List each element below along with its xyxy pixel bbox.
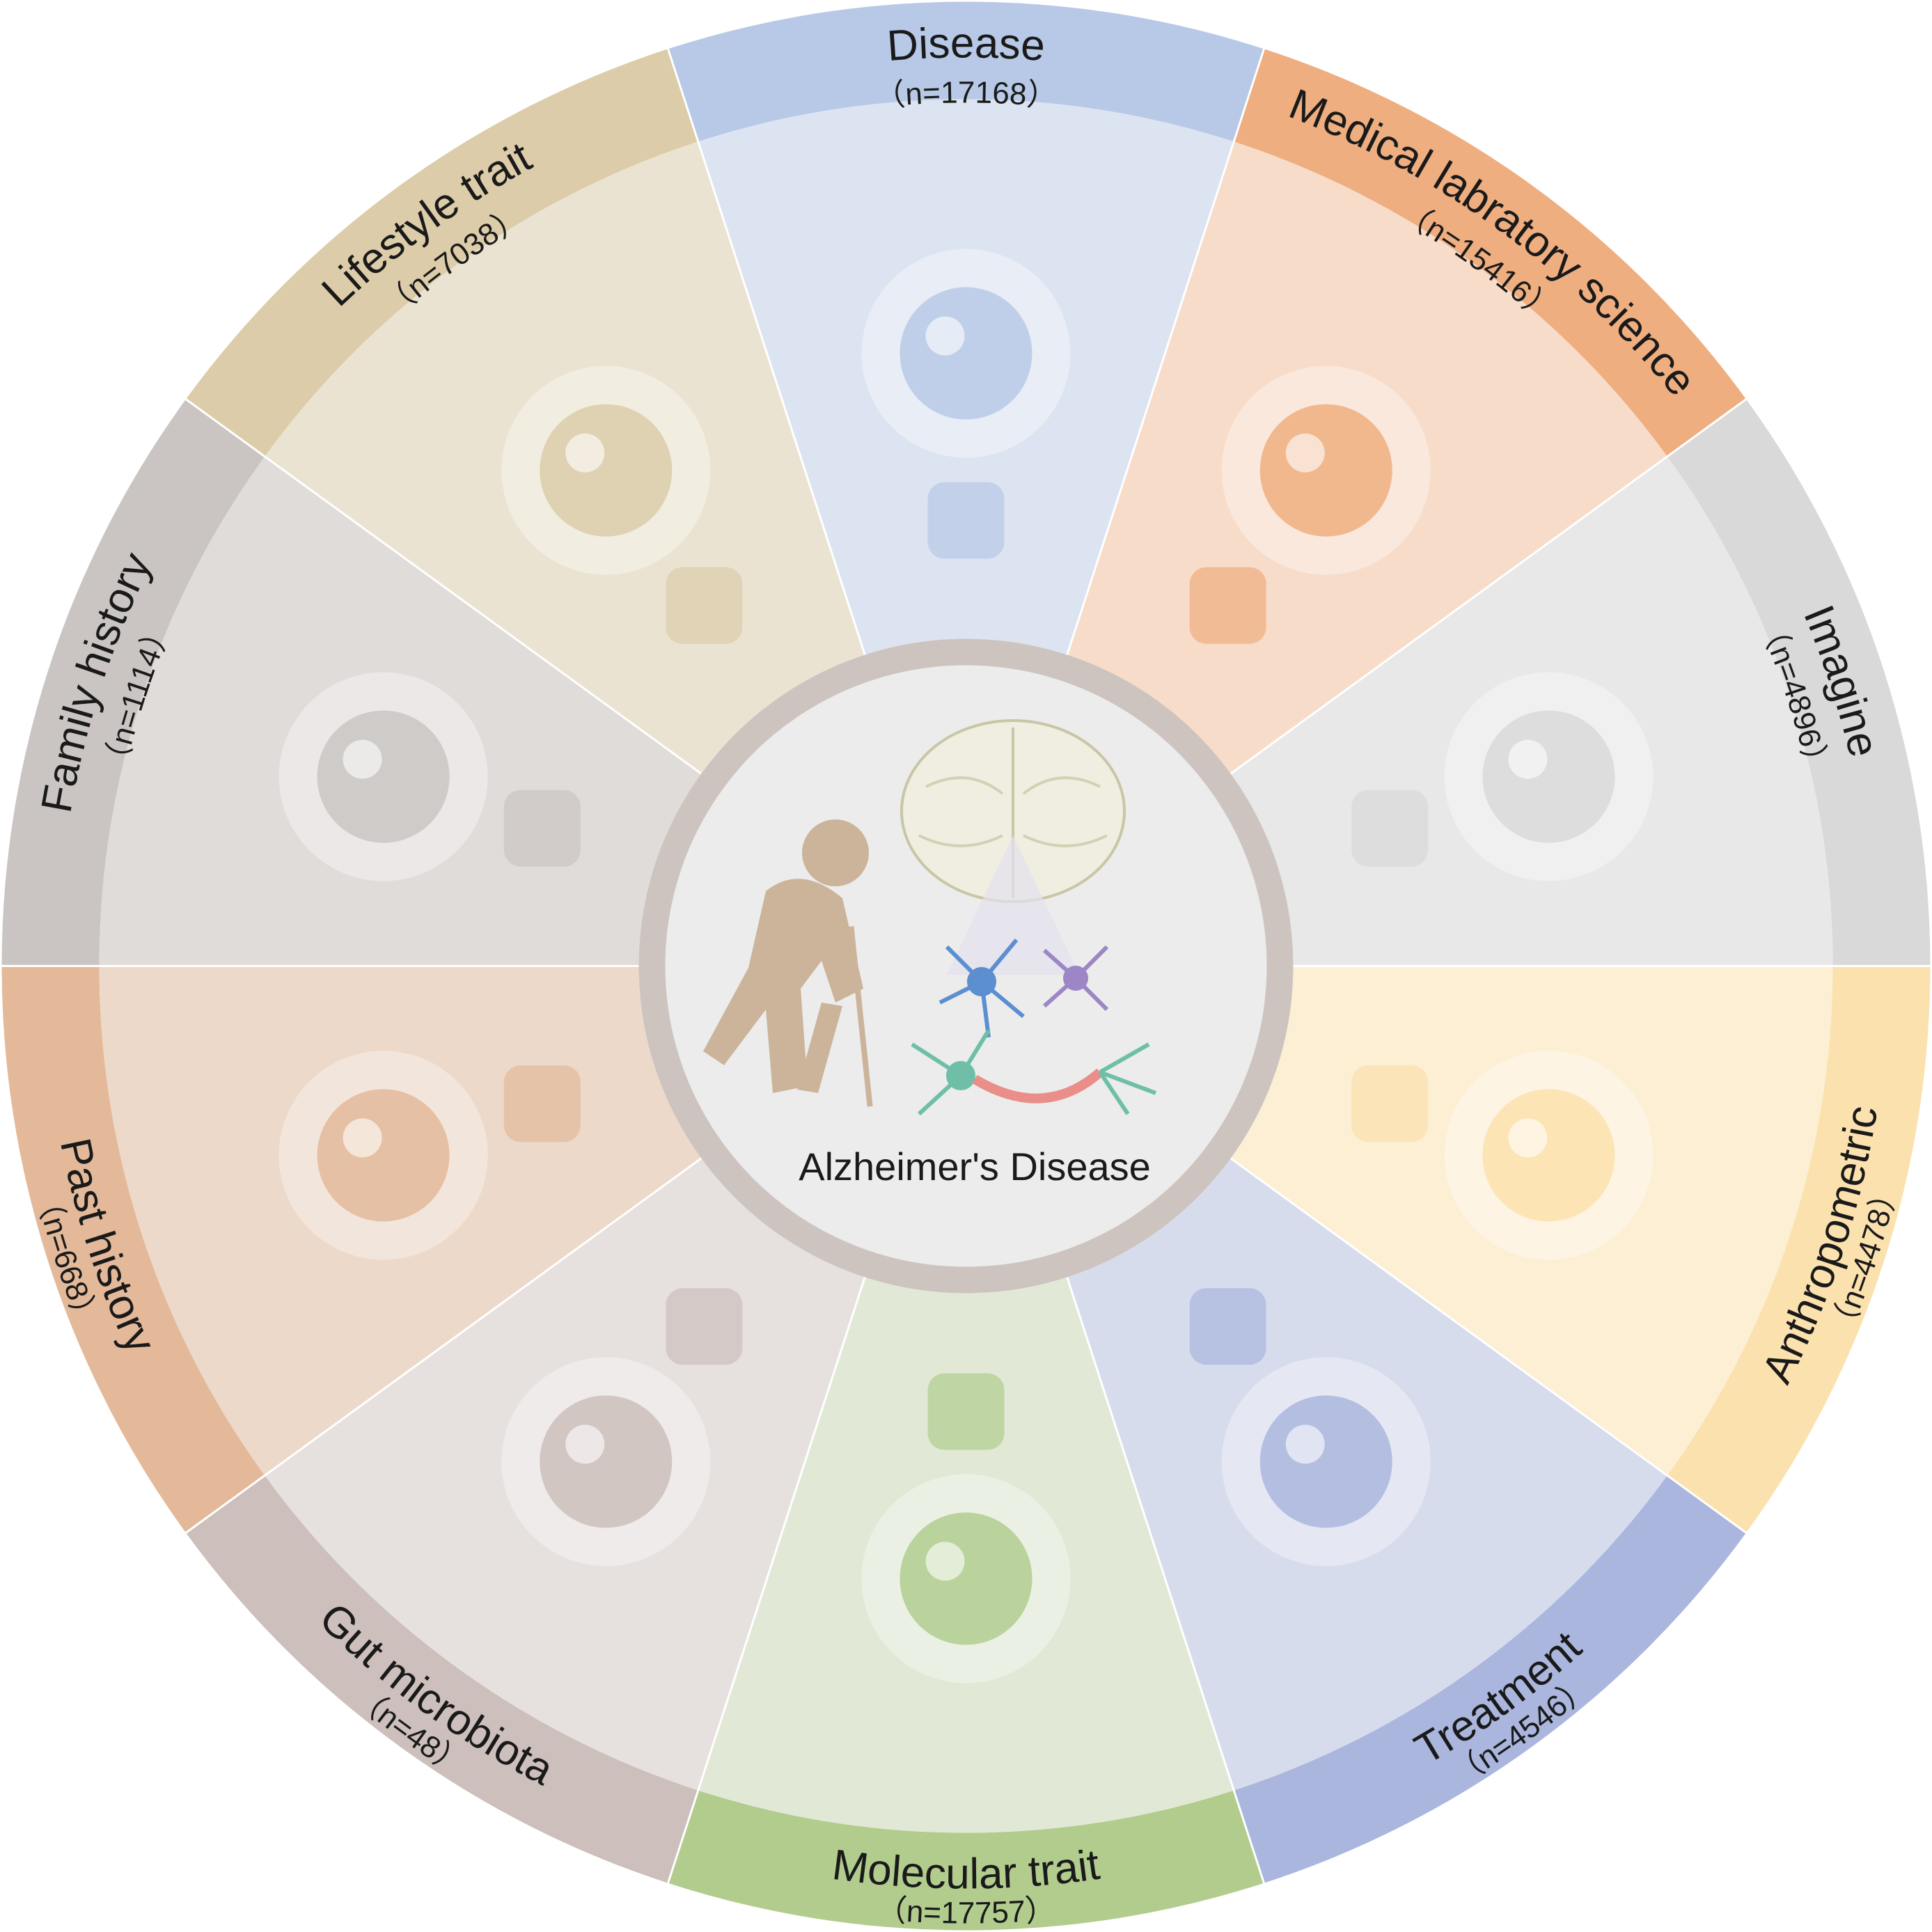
segment-title: Disease [886, 19, 1047, 70]
segment-divider [182, 1157, 702, 1536]
segment-band [186, 1475, 698, 1883]
elderly-person-icon [703, 819, 873, 1107]
bacteria-dish-icon [501, 1357, 711, 1566]
segment-divider [666, 45, 866, 655]
spirometer-icon [1351, 1065, 1429, 1142]
medical-record-icon [503, 1065, 581, 1142]
family-icon [278, 672, 488, 881]
segment-title: Molecular trait [830, 1841, 1103, 1899]
intestine-icon [927, 482, 1005, 559]
segment-divider [1230, 1157, 1750, 1536]
brain-icon [1444, 672, 1654, 881]
segment-band [1234, 49, 1746, 457]
segment-count: （n=17757） [875, 1892, 1058, 1931]
segment-count: （n=17168） [873, 75, 1059, 114]
segment-band [1, 399, 265, 966]
lab-analyzer-icon [1189, 567, 1266, 644]
segment-band [668, 1790, 1264, 1931]
center-label: Alzheimer's Disease [799, 1145, 1151, 1188]
segment-divider [1066, 1277, 1266, 1887]
medicine-box-icon [1189, 1288, 1266, 1365]
patient-pain-icon [278, 1051, 488, 1260]
segment-illustrations [278, 249, 1654, 1683]
teaching-icon [501, 366, 711, 575]
segment-separators [0, 45, 1932, 1887]
lungs-icon [861, 249, 1071, 458]
center-hub: Alzheimer's Disease [638, 638, 1294, 1294]
segment-divider [666, 1277, 866, 1887]
body-shapes-icon [1444, 1051, 1654, 1260]
bacteria-dish-icon [666, 1288, 743, 1365]
blood-vessel-icon [1221, 366, 1431, 575]
segment-band [1667, 399, 1931, 966]
segment-divider [1066, 45, 1266, 655]
mri-scan-icon [1351, 790, 1429, 867]
protein-structure-icon [927, 1373, 1005, 1450]
segment-band [1234, 1475, 1746, 1883]
hospital-bed-icon [1221, 1357, 1431, 1566]
segment-band [1667, 966, 1931, 1533]
segment-divider [182, 396, 702, 775]
neuron-cells-icon [911, 938, 1157, 1116]
segment-band [668, 1, 1264, 142]
segment-divider [1230, 396, 1750, 775]
wine-icon [666, 567, 743, 644]
molecule-icon [861, 1474, 1071, 1683]
segment-band [1, 966, 265, 1533]
family-icon [503, 790, 581, 867]
brain-slice-icon [900, 719, 1126, 975]
segment-band [186, 49, 698, 457]
